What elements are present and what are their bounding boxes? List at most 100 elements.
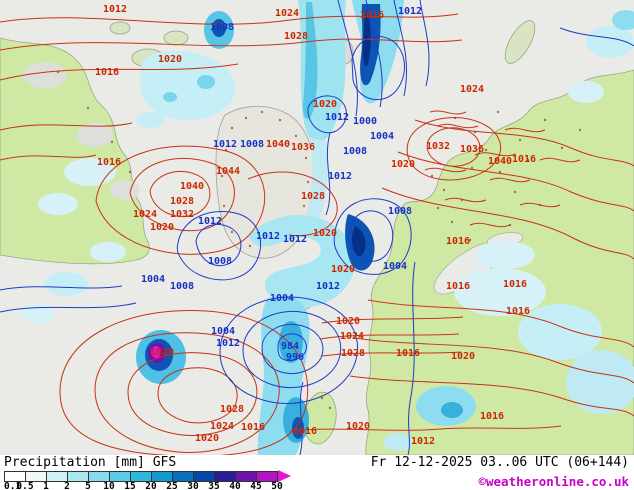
pressure-label: 1040: [488, 156, 512, 167]
pressure-label: 1016: [512, 154, 536, 165]
scale-swatch: [193, 470, 215, 482]
pressure-label: 1016: [293, 426, 317, 437]
scale-swatch: [88, 470, 110, 482]
map-area: 1012 1008 1024 1028 1016 1012 1016 1020 1024 1020…: [0, 0, 634, 457]
scale-tick: 35: [208, 481, 220, 490]
precip-spot: [163, 92, 177, 102]
pressure-label: 1012: [316, 281, 340, 292]
pressure-label: 1012: [213, 139, 237, 150]
pressure-label: 1008: [388, 206, 412, 217]
pressure-label: 1016: [480, 411, 504, 422]
precipitation-color-scale: [4, 470, 291, 482]
precip-patch: [64, 158, 116, 186]
precip-patch: [518, 304, 602, 360]
precip-core: [351, 226, 366, 257]
pressure-label: 1016: [503, 279, 527, 290]
pressure-label: 1008: [343, 146, 367, 157]
pressure-label: 1012: [198, 216, 222, 227]
scale-swatch: [109, 470, 131, 482]
precip-patch: [44, 272, 88, 296]
pressure-label: 1016: [360, 10, 384, 21]
pressure-label: 1016: [446, 236, 470, 247]
pressure-label: 1024: [133, 209, 157, 220]
precip-heavy-core: [151, 346, 161, 358]
pressure-label: 1020: [336, 316, 360, 327]
precip-core: [302, 2, 318, 119]
scale-tick: 20: [145, 481, 157, 490]
precip-spot: [197, 75, 215, 89]
pressure-label: 1012: [216, 338, 240, 349]
scale-swatch: [214, 470, 236, 482]
scale-swatch: [130, 470, 152, 482]
scale-tick: 25: [166, 481, 178, 490]
pressure-label: 1020: [451, 351, 475, 362]
pressure-label: 984: [281, 341, 299, 352]
pressure-label: 1020: [150, 347, 174, 358]
scale-tick: 2: [64, 481, 70, 490]
pressure-label: 1032: [170, 209, 194, 220]
pressure-label: 1004: [370, 131, 394, 142]
pressure-label: 1024: [340, 331, 364, 342]
scale-swatch: [67, 470, 89, 482]
scale-tick: 30: [187, 481, 199, 490]
legend-model: GFS: [152, 455, 177, 470]
pressure-label: 996: [286, 352, 304, 363]
pressure-label: 1016: [396, 348, 420, 359]
pressure-label: 1040: [180, 181, 204, 192]
scale-tick: 0.1: [4, 481, 22, 490]
pressure-label: 1008: [240, 139, 264, 150]
pressure-label: 1024: [460, 84, 484, 95]
precip-patch: [384, 433, 412, 451]
pressure-label: 1012: [103, 4, 127, 15]
isobars-low: [0, 0, 634, 456]
pressure-label: 1020: [150, 222, 174, 233]
precip-core: [212, 19, 226, 37]
pressure-label: 1020: [391, 159, 415, 170]
pressure-label: 1032: [426, 141, 450, 152]
pressure-label: 1028: [301, 191, 325, 202]
land-gray-patch: [77, 123, 113, 147]
pressure-label: 1012: [325, 112, 349, 123]
pressure-label: 1004: [211, 326, 235, 337]
precip-patch: [90, 242, 126, 262]
pressure-label: 1020: [331, 264, 355, 275]
precip-patch: [586, 26, 634, 58]
scale-tick: 45: [250, 481, 262, 490]
pressure-label: 1040: [266, 139, 290, 150]
legend-bar: Precipitation [mm] GFS 0.1 0.5 1 2 5 10 15 20 25…: [0, 455, 634, 490]
land-arctic-island: [504, 20, 536, 64]
pressure-label: 1028: [170, 196, 194, 207]
land-gray-patch: [110, 180, 140, 200]
precip-patch: [475, 241, 535, 269]
scale-tick-values: 0.1 0.5 1 2 5 10 15 20 25 30 35 40 45 50: [4, 481, 324, 490]
precip-patch: [454, 268, 546, 316]
precip-patch: [38, 193, 78, 215]
scale-swatch: [4, 470, 26, 482]
pressure-label: 1028: [341, 348, 365, 359]
pressure-label: 1044: [216, 166, 240, 177]
pressure-label: 1012: [283, 234, 307, 245]
copyright-link[interactable]: ©weatheronline.co.uk: [478, 474, 629, 489]
precip-patch: [568, 81, 604, 103]
pressure-label: 1004: [141, 274, 165, 285]
pressure-label: 1016: [97, 157, 121, 168]
scale-swatch: [46, 470, 68, 482]
pressure-label: 1020: [313, 99, 337, 110]
precip-patch: [612, 10, 634, 30]
precipitation-layer: [21, 0, 634, 455]
pressure-label: 1020: [158, 54, 182, 65]
scale-arrow: [278, 470, 291, 482]
pressure-label: 1020: [313, 228, 337, 239]
scale-tick: 50: [271, 481, 283, 490]
pressure-label: 1028: [220, 404, 244, 415]
scale-swatch: [235, 470, 257, 482]
pressure-label: 1012: [328, 171, 352, 182]
precip-patch: [21, 304, 55, 324]
pressure-label: 1024: [210, 421, 234, 432]
pressure-label: 1004: [383, 261, 407, 272]
pressure-label: 1012: [398, 6, 422, 17]
isobars-high: [0, 13, 634, 457]
pressure-label: 1024: [275, 8, 299, 19]
